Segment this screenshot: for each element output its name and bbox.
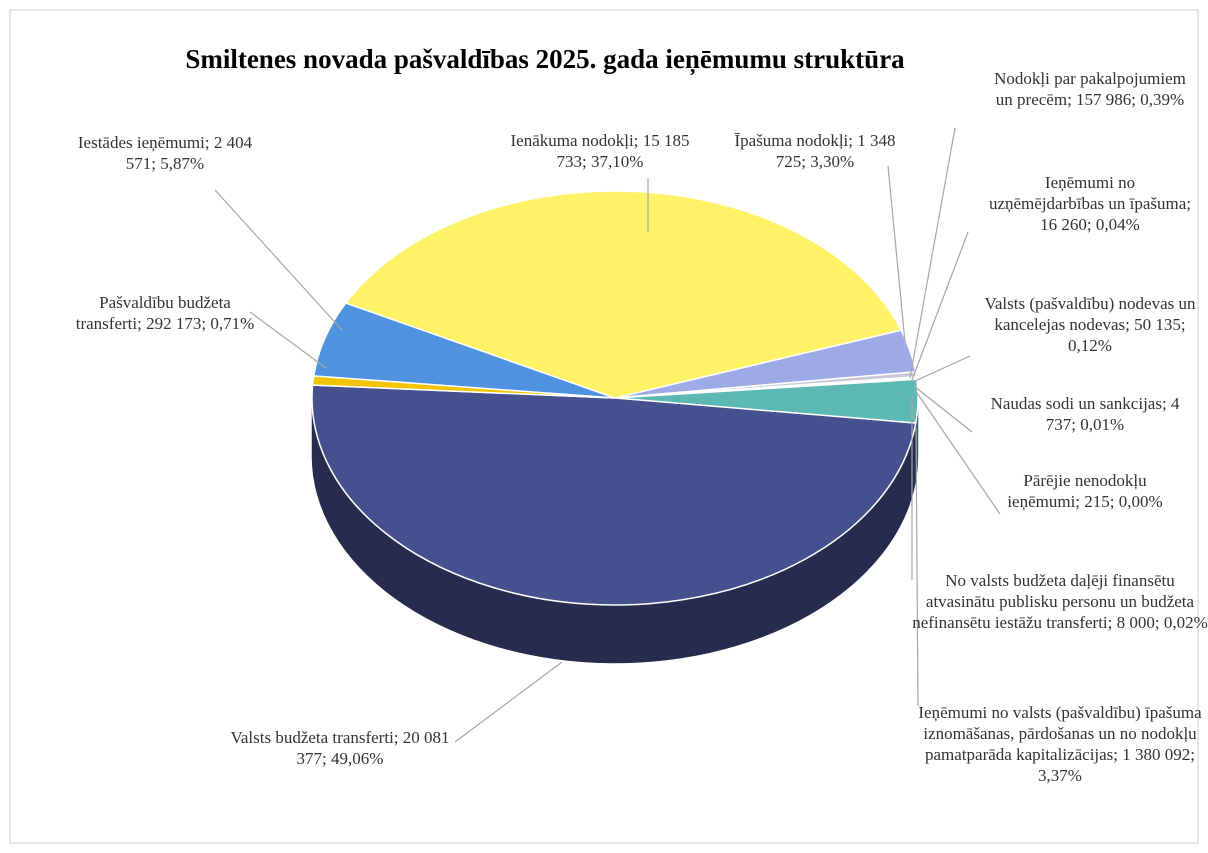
data-label: Ieņēmumi no valsts (pašvaldību) īpašuma … — [910, 702, 1208, 786]
separator: ; — [1075, 492, 1085, 511]
leader-line — [911, 231, 969, 381]
separator: ; — [1186, 194, 1192, 213]
percent-label: 0,04% — [1095, 215, 1140, 234]
leader-line — [887, 165, 906, 343]
category: Pārējie nenodokļu ieņēmumi — [1007, 471, 1147, 511]
separator: ; — [1190, 745, 1196, 764]
chart-title: Smiltenes novada pašvaldības 2025. gada … — [185, 44, 905, 76]
separator: ; — [1071, 415, 1081, 434]
percent-label: 37,10% — [591, 152, 644, 171]
category: Ieņēmumi no valsts (pašvaldību) īpašuma … — [918, 703, 1202, 764]
leader-line — [912, 355, 971, 383]
percent-label: 0,12% — [1068, 336, 1112, 355]
separator: ; — [1086, 215, 1096, 234]
leader-line — [454, 661, 563, 743]
separator: ; — [204, 133, 214, 152]
separator: ; — [201, 314, 211, 333]
leader-line — [913, 385, 973, 433]
percent-label: 3,30% — [810, 152, 855, 171]
category: Valsts budžeta transferti — [230, 728, 394, 747]
separator: ; — [1161, 394, 1171, 413]
value-label: 2 404 571 — [125, 133, 253, 173]
leader-line — [914, 389, 1001, 515]
data-label: No valsts budžeta daļēji finansētu atvas… — [910, 570, 1208, 633]
category: Naudas sodi un sankcijas — [990, 394, 1162, 413]
category: Iestādes ieņēmumi — [77, 133, 205, 152]
slice — [311, 384, 917, 606]
separator: ; — [151, 154, 161, 173]
category: No valsts budžeta daļēji finansētu atvas… — [912, 571, 1195, 632]
value-label: 8 000 — [1116, 613, 1155, 632]
percent-label: 0,00% — [1118, 492, 1163, 511]
separator: ; — [1107, 613, 1117, 632]
value-label: 16 260 — [1040, 215, 1087, 234]
value-label: 215 — [1084, 492, 1110, 511]
separator: ; — [1154, 613, 1164, 632]
data-label: Valsts budžeta transferti; 20 081 377; 4… — [220, 727, 460, 769]
separator: ; — [801, 152, 811, 171]
pie-top — [311, 190, 919, 606]
data-label: Iestādes ieņēmumi; 2 404 571; 5,87% — [65, 132, 265, 174]
separator: ; — [393, 728, 403, 747]
value-label: 1 380 092 — [1122, 745, 1191, 764]
data-label: Īpašuma nodokļi; 1 348 725; 3,30% — [730, 130, 900, 172]
value-label: 157 986 — [1076, 90, 1132, 109]
category: Nodokļi par pakalpojumiem un precēm — [994, 69, 1186, 109]
data-label: Pārējie nenodokļu ieņēmumi; 215; 0,00% — [990, 470, 1180, 512]
separator: ; — [1125, 315, 1135, 334]
leader-line — [909, 127, 956, 379]
separator: ; — [848, 131, 858, 150]
data-label: Ienākuma nodokļi; 15 185 733; 37,10% — [505, 130, 695, 172]
separator: ; — [1067, 90, 1077, 109]
data-label: Valsts (pašvaldību) nodevas un kanceleja… — [978, 293, 1203, 356]
percent-label: 5,87% — [160, 154, 205, 173]
separator: ; — [1109, 492, 1119, 511]
separator: ; — [137, 314, 147, 333]
value-label: 50 135 — [1134, 315, 1181, 334]
percent-label: 0,71% — [210, 314, 255, 333]
percent-label: 0,39% — [1140, 90, 1185, 109]
data-label: Pašvaldību budžeta transferti; 292 173; … — [65, 292, 265, 334]
category: Pašvaldību budžeta transferti — [75, 293, 231, 333]
data-label: Naudas sodi un sankcijas; 4 737; 0,01% — [990, 393, 1180, 435]
percent-label: 0,02% — [1163, 613, 1208, 632]
separator: ; — [633, 131, 643, 150]
percent-label: 0,01% — [1080, 415, 1125, 434]
separator: ; — [1180, 315, 1186, 334]
category: Īpašuma nodokļi — [734, 131, 849, 150]
percent-label: 3,37% — [1038, 766, 1082, 785]
category: Ienākuma nodokļi — [510, 131, 634, 150]
value-label: 4 737 — [1045, 394, 1180, 434]
value-label: 292 173 — [146, 314, 202, 333]
chart-border — [9, 9, 1199, 844]
separator: ; — [1131, 90, 1141, 109]
value-label: 20 081 377 — [296, 728, 450, 768]
leader-line — [214, 189, 343, 331]
data-label: Ieņēmumi no uzņēmējdarbības un īpašuma; … — [988, 172, 1193, 235]
slice — [312, 302, 616, 399]
leader-line — [249, 311, 327, 369]
percent-label: 49,06% — [331, 749, 384, 768]
separator: ; — [322, 749, 332, 768]
slice — [344, 190, 903, 399]
value-label: 15 185 733 — [556, 131, 690, 171]
category: Valsts (pašvaldību) nodevas un kanceleja… — [984, 294, 1196, 334]
value-label: 1 348 725 — [775, 131, 896, 171]
category: Ieņēmumi no uzņēmējdarbības un īpašuma — [988, 173, 1187, 213]
separator: ; — [582, 152, 592, 171]
separator: ; — [1113, 745, 1123, 764]
data-label: Nodokļi par pakalpojumiem un precēm; 157… — [990, 68, 1190, 110]
leader-line — [915, 427, 919, 707]
